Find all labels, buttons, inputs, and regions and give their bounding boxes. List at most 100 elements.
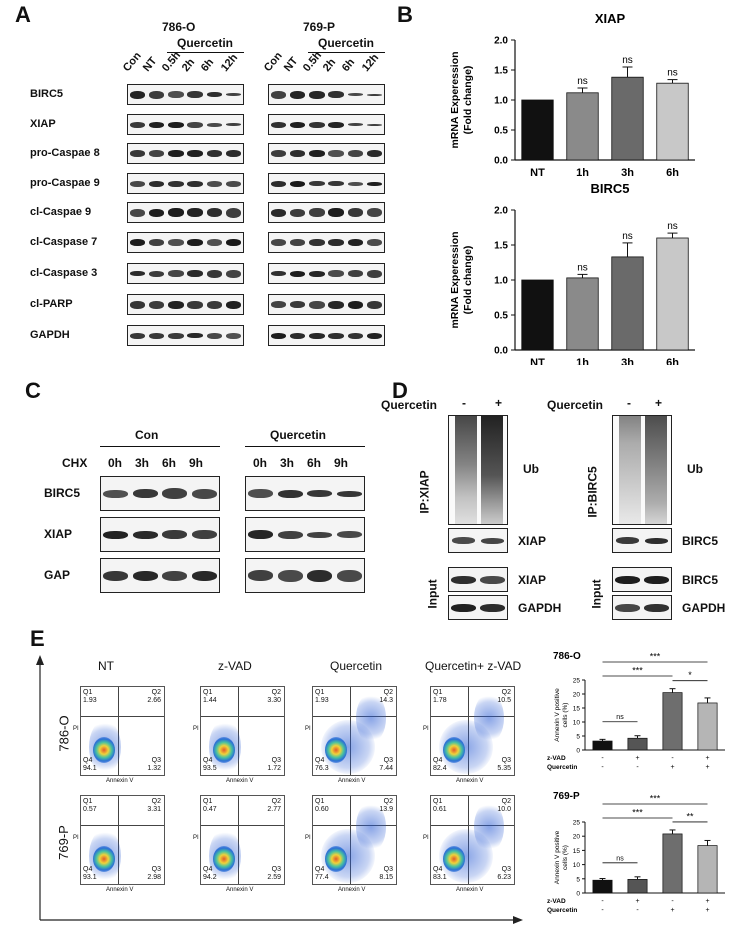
q3-label: Q3: [384, 866, 393, 874]
q4-label: Q4: [83, 757, 92, 765]
blot-band: [207, 123, 222, 127]
q2-value: 3.30: [267, 697, 281, 705]
blot-band: [328, 270, 343, 277]
blot-band: [207, 270, 222, 278]
blot-band: [309, 150, 324, 157]
blot-band: [187, 181, 202, 187]
blot-band: [337, 531, 362, 538]
q1-label: Q1: [315, 798, 324, 806]
q1-label: Q1: [433, 798, 442, 806]
input-blot: [612, 595, 672, 620]
y-axis-label: mRNA Experession: [449, 51, 461, 148]
q4-value: 94.2: [203, 874, 217, 882]
zvad-sign: -: [671, 755, 674, 762]
y-tick-label: 25: [573, 820, 581, 827]
x-tick-label: 3h: [621, 357, 634, 365]
blot-band: [168, 239, 183, 246]
y-tick-label: 10: [573, 720, 581, 727]
significance-label: ns: [577, 262, 588, 273]
ub-smear-lane: [645, 416, 667, 524]
blot-band: [226, 93, 241, 96]
blot-band: [309, 239, 324, 246]
flow-cytometry-plot: Q1 1.93 Q2 2.66 Q4 94.1 Q3 1.32: [80, 686, 165, 776]
western-blot: [127, 173, 244, 194]
western-blot: [268, 232, 385, 253]
flow-cytometry-plot: Q1 0.57 Q2 3.31 Q4 93.1 Q3 2.98: [80, 795, 165, 885]
row-label-quercetin: Quercetin: [547, 907, 577, 914]
blot-band: [149, 91, 164, 99]
y-axis-label: mRNA Experession: [449, 231, 461, 328]
q1-label: Q1: [315, 689, 324, 697]
blot-band: [290, 91, 305, 99]
blot-band: [278, 531, 303, 539]
y-axis-label: PI: [193, 835, 199, 841]
q4-label: Q4: [203, 866, 212, 874]
blot-band: [615, 604, 640, 612]
q2-label: Q2: [272, 798, 281, 806]
row-label: cl-Caspase 3: [30, 267, 97, 279]
bar: [698, 703, 717, 750]
q4-value: 77.4: [315, 874, 329, 882]
condition-label: Quercetin: [330, 659, 382, 673]
population-density: [93, 846, 115, 872]
quercetin-sign: -: [636, 764, 639, 771]
blot-band: [271, 181, 286, 187]
q3-value: 1.72: [267, 765, 281, 773]
bar: [628, 738, 647, 750]
q3-value: 5.35: [497, 765, 511, 773]
ub-smear-blot: [448, 415, 508, 525]
y-axis-label: PI: [305, 726, 311, 732]
western-blot: [127, 325, 244, 346]
y-tick-label: 25: [573, 678, 581, 685]
q4-label: Q4: [315, 757, 324, 765]
blot-band: [248, 489, 273, 498]
blot-band: [149, 150, 164, 157]
blot-band: [207, 208, 222, 217]
blot-band: [290, 239, 305, 246]
blot-band: [187, 91, 202, 98]
x-axis-label: Annexin V: [456, 778, 483, 784]
blot-band: [348, 239, 363, 246]
input-blot: [612, 567, 672, 592]
blot-band: [328, 301, 343, 309]
bar: [612, 77, 644, 160]
blot-band: [226, 270, 241, 278]
blot-band: [130, 271, 145, 276]
blot-band: [271, 301, 286, 308]
western-blot: [127, 84, 244, 105]
y-tick-label: 1.5: [494, 66, 508, 77]
q3-label: Q3: [502, 866, 511, 874]
blot-band: [451, 576, 476, 584]
blot-band: [348, 123, 363, 126]
zvad-sign: +: [635, 898, 639, 905]
q1-value: 0.61: [433, 806, 447, 814]
blot-band: [226, 123, 241, 126]
x-tick-label: NT: [530, 357, 545, 365]
q1-value: 1.44: [203, 697, 217, 705]
treatment-label: Quercetin: [177, 36, 233, 50]
western-blot: [127, 143, 244, 164]
significance-label: ns: [622, 55, 633, 66]
ip-blot: [612, 528, 672, 553]
blot-band: [367, 270, 382, 278]
input-protein-label: BIRC5: [682, 573, 718, 587]
x-axis-label: Annexin V: [106, 778, 133, 784]
bar: [657, 238, 689, 350]
quadrant-line-horizontal: [81, 825, 164, 826]
lane-label: 6h: [340, 56, 357, 74]
q4-value: 82.4: [433, 765, 447, 773]
blot-band: [207, 301, 222, 309]
blot-band: [187, 122, 202, 128]
x-axis-label: Annexin V: [226, 778, 253, 784]
blot-band: [307, 570, 332, 582]
population-density: [325, 737, 347, 763]
blot-band: [162, 571, 187, 581]
q1-label: Q1: [83, 689, 92, 697]
blot-band: [187, 333, 202, 338]
q1-value: 0.60: [315, 806, 329, 814]
blot-band: [168, 150, 183, 157]
y-tick-label: 1.0: [494, 276, 508, 287]
q3-value: 1.32: [147, 765, 161, 773]
quadrant-line-horizontal: [81, 716, 164, 717]
treatment-label: Quercetin: [381, 398, 437, 412]
